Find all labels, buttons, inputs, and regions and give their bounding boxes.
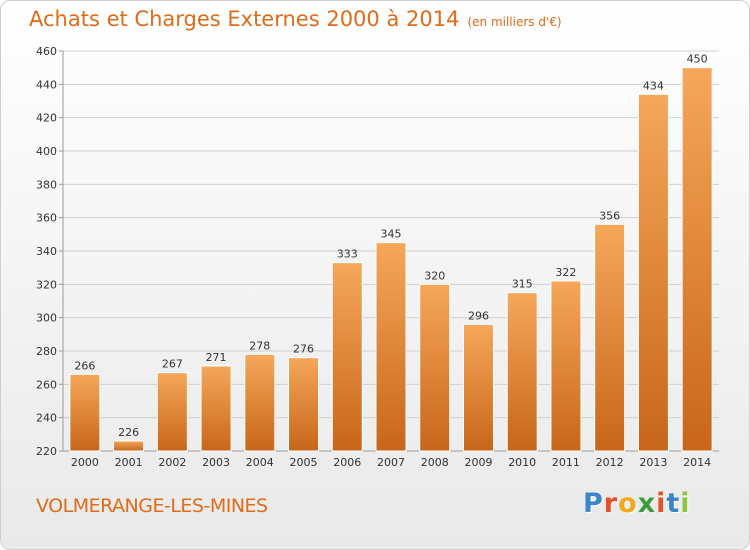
y-tick-label: 400 xyxy=(36,145,57,158)
x-tick-label: 2011 xyxy=(552,456,580,469)
bar xyxy=(419,283,451,452)
bar xyxy=(69,373,101,452)
y-tick-label: 340 xyxy=(36,245,57,258)
x-tick-label: 2008 xyxy=(421,456,449,469)
y-tick-label: 380 xyxy=(36,178,57,191)
logo-letter: x xyxy=(637,488,657,519)
bar-value-label: 267 xyxy=(162,358,183,371)
x-tick-label: 2014 xyxy=(683,456,711,469)
bar-value-label: 356 xyxy=(599,209,620,222)
bar xyxy=(594,223,626,452)
chart-title-unit: (en milliers d'€) xyxy=(467,15,562,29)
y-tick-label: 220 xyxy=(36,445,57,458)
bar xyxy=(156,372,188,452)
x-tick-label: 2003 xyxy=(202,456,230,469)
y-tick-label: 420 xyxy=(36,112,57,125)
y-tick-label: 240 xyxy=(36,412,57,425)
bar-value-label: 434 xyxy=(643,79,664,92)
bar-value-label: 322 xyxy=(555,266,576,279)
bar-value-label: 320 xyxy=(424,269,445,282)
bar-value-label: 296 xyxy=(468,309,489,322)
bar-value-label: 278 xyxy=(249,339,270,352)
x-tick-label: 2007 xyxy=(377,456,405,469)
x-tick-label: 2009 xyxy=(464,456,492,469)
bar-value-label: 315 xyxy=(512,278,533,291)
y-tick-label: 460 xyxy=(36,45,57,58)
bar-value-label: 271 xyxy=(206,351,227,364)
bar xyxy=(550,280,582,452)
y-tick-label: 360 xyxy=(36,212,57,225)
bar xyxy=(462,323,494,452)
x-tick-label: 2001 xyxy=(115,456,143,469)
x-tick-label: 2002 xyxy=(158,456,186,469)
x-tick-label: 2006 xyxy=(333,456,361,469)
logo-letter: t xyxy=(666,488,681,519)
bar xyxy=(113,440,145,452)
commune-name: VOLMERANGE-LES-MINES xyxy=(36,495,268,517)
logo-letter: i xyxy=(680,488,691,519)
bar-value-label: 266 xyxy=(74,359,95,372)
bar xyxy=(375,242,407,452)
x-tick-label: 2010 xyxy=(508,456,536,469)
x-tick-label: 2005 xyxy=(290,456,318,469)
bar xyxy=(200,365,232,452)
bar xyxy=(288,357,320,452)
bar-value-label: 226 xyxy=(118,426,139,439)
chart-title-main: Achats et Charges Externes 2000 à 2014 xyxy=(29,7,460,31)
bar xyxy=(244,353,276,452)
bar xyxy=(506,292,538,452)
y-tick-label: 320 xyxy=(36,278,57,291)
logo-letter: o xyxy=(618,488,638,519)
proxiti-logo: Proxiti xyxy=(583,488,691,519)
logo-letter: P xyxy=(583,488,604,519)
bar xyxy=(637,93,669,452)
bar xyxy=(681,67,713,452)
bar-value-label: 345 xyxy=(381,228,402,241)
bar-value-label: 276 xyxy=(293,343,314,356)
bar-value-label: 333 xyxy=(337,248,358,261)
y-tick-label: 260 xyxy=(36,378,57,391)
bar-value-label: 450 xyxy=(687,53,708,66)
x-tick-label: 2013 xyxy=(639,456,667,469)
logo-letter: i xyxy=(656,488,667,519)
y-tick-label: 440 xyxy=(36,78,57,91)
chart-title: Achats et Charges Externes 2000 à 2014 (e… xyxy=(29,7,562,31)
x-tick-label: 2000 xyxy=(71,456,99,469)
bar xyxy=(331,262,363,452)
x-tick-label: 2012 xyxy=(596,456,624,469)
x-tick-label: 2004 xyxy=(246,456,274,469)
logo-letter: r xyxy=(603,488,619,519)
y-tick-label: 280 xyxy=(36,345,57,358)
y-tick-label: 300 xyxy=(36,312,57,325)
